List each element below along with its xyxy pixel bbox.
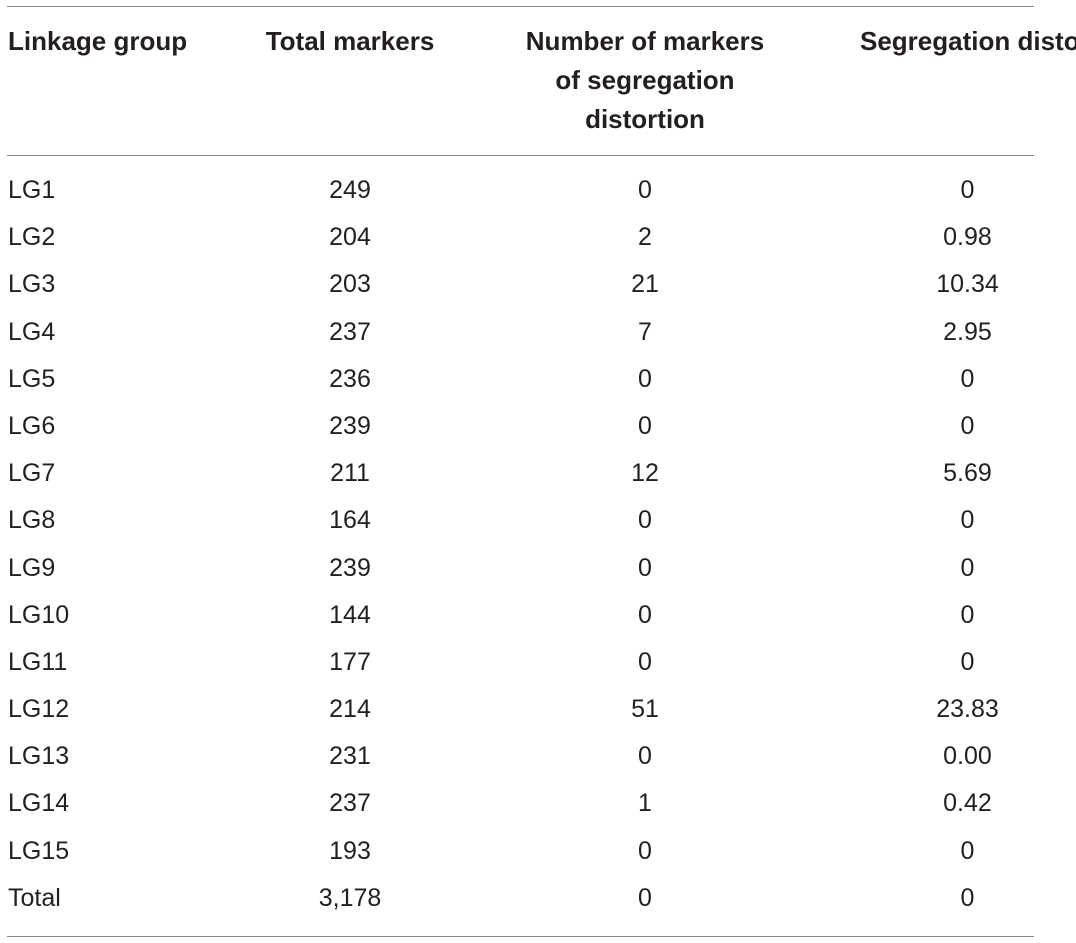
cell-linkage-group: LG7 [8, 459, 56, 488]
table-bottom-rule [7, 936, 1034, 937]
cell-linkage-group: LG2 [8, 223, 56, 252]
cell-distortion-ratio: 0 [960, 506, 975, 535]
cell-distorted-markers: 1 [638, 789, 652, 818]
cell-distorted-markers: 0 [638, 411, 652, 440]
cell-total-markers: 203 [329, 270, 371, 299]
cell-distortion-ratio: 0.98 [943, 223, 992, 252]
cell-total-markers: 164 [329, 506, 371, 535]
cell-distortion-ratio: 10.34 [936, 270, 999, 299]
table-row: LG9 239 0 0 [0, 545, 1076, 592]
table-header-rule [7, 155, 1034, 156]
cell-distortion-ratio: 2.95 [943, 317, 992, 346]
cell-linkage-group: LG12 [8, 695, 70, 724]
cell-total-markers: 144 [329, 600, 371, 629]
table-row: LG8 164 0 0 [0, 497, 1076, 544]
header-total-markers: Total markers [265, 26, 435, 56]
cell-linkage-group: LG3 [8, 270, 56, 299]
table-row: LG2 204 2 0.98 [0, 214, 1076, 261]
cell-distorted-markers: 0 [638, 742, 652, 771]
cell-distorted-markers: 0 [638, 647, 652, 676]
header-segregation-distortion-ratio: Segregation distortion ratio (%) [860, 26, 1076, 56]
cell-linkage-group: LG4 [8, 317, 56, 346]
table-top-rule [7, 6, 1034, 7]
cell-distorted-markers: 21 [631, 270, 659, 299]
cell-distorted-markers: 0 [638, 364, 652, 393]
cell-total-markers: 204 [329, 223, 371, 252]
cell-distorted-markers: 0 [638, 553, 652, 582]
cell-distortion-ratio: 0 [960, 364, 975, 393]
cell-distortion-ratio: 23.83 [936, 695, 999, 724]
cell-linkage-group: Total [8, 883, 61, 912]
cell-linkage-group: LG15 [8, 836, 70, 865]
cell-linkage-group: LG6 [8, 411, 56, 440]
table-row-total: Total 3,178 0 0 [0, 875, 1076, 922]
cell-linkage-group: LG14 [8, 789, 70, 818]
table-row: LG6 239 0 0 [0, 403, 1076, 450]
cell-total-markers: 177 [329, 647, 371, 676]
cell-total-markers: 236 [329, 364, 371, 393]
cell-distorted-markers: 2 [638, 223, 652, 252]
table-row: LG15 193 0 0 [0, 828, 1076, 875]
table-body: LG1 249 0 0 LG2 204 2 0.98 LG3 203 21 10… [0, 167, 1076, 922]
cell-linkage-group: LG13 [8, 742, 70, 771]
cell-linkage-group: LG11 [8, 647, 68, 676]
cell-linkage-group: LG5 [8, 364, 56, 393]
header-linkage-group: Linkage group [8, 26, 188, 56]
cell-distorted-markers: 7 [638, 317, 652, 346]
cell-total-markers: 239 [329, 553, 371, 582]
cell-total-markers: 231 [329, 742, 371, 771]
cell-distorted-markers: 0 [638, 883, 652, 912]
cell-distorted-markers: 0 [638, 506, 652, 535]
table-row: LG11 177 0 0 [0, 639, 1076, 686]
cell-total-markers: 237 [329, 317, 371, 346]
cell-distortion-ratio: 0 [960, 836, 975, 865]
cell-distorted-markers: 0 [638, 836, 652, 865]
cell-distorted-markers: 0 [638, 176, 652, 204]
cell-distortion-ratio: 0.00 [943, 742, 992, 771]
cell-total-markers: 239 [329, 411, 371, 440]
cell-linkage-group: LG9 [8, 553, 56, 582]
cell-distortion-ratio: 0 [960, 600, 975, 629]
table-row: LG13 231 0 0.00 [0, 733, 1076, 780]
cell-total-markers: 214 [329, 695, 371, 724]
table-row: LG3 203 21 10.34 [0, 261, 1076, 308]
table-row: LG1 249 0 0 [0, 167, 1076, 214]
table-row: LG14 237 1 0.42 [0, 780, 1076, 827]
cell-linkage-group: LG1 [8, 176, 56, 204]
cell-total-markers: 211 [330, 459, 370, 488]
cell-distortion-ratio: 0 [960, 883, 975, 912]
cell-total-markers: 237 [329, 789, 371, 818]
table-row: LG12 214 51 23.83 [0, 686, 1076, 733]
cell-distortion-ratio: 0.42 [943, 789, 992, 818]
table-row: LG10 144 0 0 [0, 592, 1076, 639]
cell-distorted-markers: 12 [631, 459, 659, 488]
cell-distortion-ratio: 0 [960, 647, 975, 676]
table-row: LG5 236 0 0 [0, 356, 1076, 403]
table-row: LG4 237 7 2.95 [0, 309, 1076, 356]
cell-total-markers: 249 [329, 176, 371, 204]
cell-total-markers: 3,178 [318, 883, 382, 912]
cell-distortion-ratio: 0 [960, 411, 975, 440]
table-row: LG7 211 12 5.69 [0, 450, 1076, 497]
cell-distortion-ratio: 0 [960, 176, 975, 204]
header-number-of-distorted-markers: Number of markers of segregation distort… [525, 26, 765, 134]
cell-linkage-group: LG8 [8, 506, 56, 535]
cell-linkage-group: LG10 [8, 600, 70, 629]
cell-distortion-ratio: 0 [960, 553, 975, 582]
cell-total-markers: 193 [329, 836, 371, 865]
cell-distorted-markers: 51 [631, 695, 659, 724]
cell-distortion-ratio: 5.69 [943, 459, 992, 488]
cell-distorted-markers: 0 [638, 600, 652, 629]
